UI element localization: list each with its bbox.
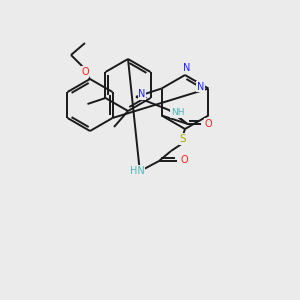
Text: S: S — [180, 134, 186, 144]
Text: O: O — [81, 67, 89, 77]
Text: HN: HN — [130, 166, 144, 176]
Text: O: O — [180, 155, 188, 165]
Text: O: O — [205, 119, 212, 129]
Text: N: N — [197, 82, 204, 92]
Text: N: N — [183, 63, 191, 73]
Text: N: N — [138, 89, 146, 99]
Text: NH: NH — [171, 108, 184, 117]
